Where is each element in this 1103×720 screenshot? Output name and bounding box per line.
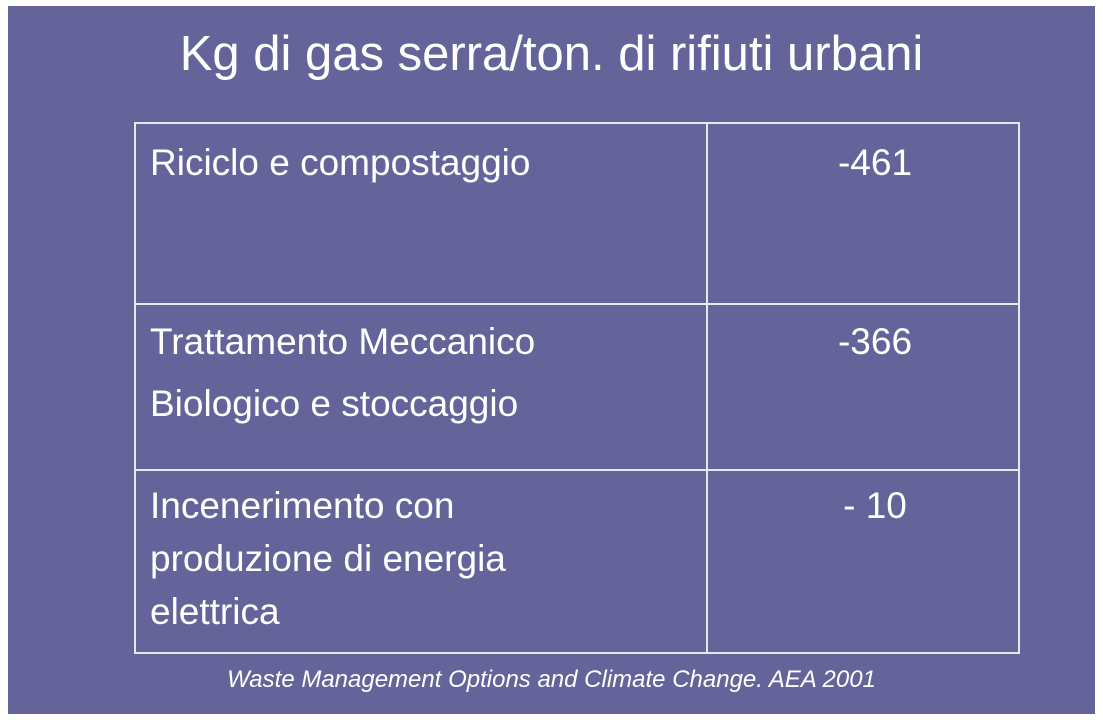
value-cell: -366: [706, 303, 1020, 471]
label-line: Riciclo e compostaggio: [150, 142, 531, 183]
source: Waste Management Options and Climate Cha…: [227, 666, 876, 693]
title: Kg di gas serra/ton. di rifiuti urbani: [179, 27, 924, 81]
slide: Kg di gas serra/ton. di rifiuti urbani R…: [8, 6, 1095, 714]
value-cell: - 10: [706, 469, 1020, 654]
label-line: produzione di energia: [150, 538, 506, 579]
table-row: Riciclo e compostaggio -461: [134, 122, 1020, 305]
table-row: Incenerimento con produzione di energia el…: [134, 469, 1020, 654]
label-line: Trattamento Meccanico: [150, 321, 536, 362]
table: Riciclo e compostaggio -461 Trattamento Me…: [134, 122, 1020, 654]
value-cell: -461: [706, 122, 1020, 305]
label-line: Biologico e stoccaggio: [150, 383, 519, 424]
table-row: Trattamento Meccanico Biologico e stoccag…: [134, 303, 1020, 471]
label-cell: Incenerimento con produzione di energia el…: [134, 469, 708, 654]
label-cell: Riciclo e compostaggio: [134, 122, 708, 305]
label-cell: Trattamento Meccanico Biologico e stoccag…: [134, 303, 708, 471]
label-line: elettrica: [150, 591, 280, 632]
label-line: Incenerimento con: [150, 485, 455, 526]
